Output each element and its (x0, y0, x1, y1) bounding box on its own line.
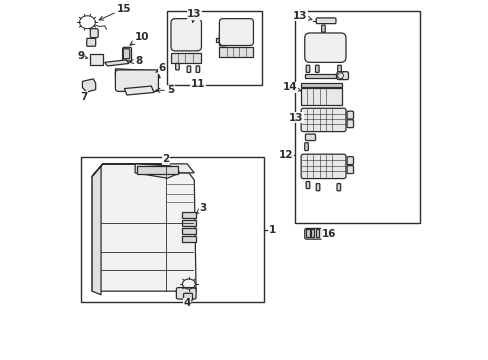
FancyBboxPatch shape (301, 154, 346, 179)
FancyBboxPatch shape (187, 66, 190, 72)
Polygon shape (124, 86, 154, 95)
FancyBboxPatch shape (315, 65, 319, 72)
FancyBboxPatch shape (196, 66, 199, 72)
Bar (182, 236, 196, 242)
FancyBboxPatch shape (305, 134, 315, 140)
FancyBboxPatch shape (90, 29, 98, 38)
Bar (182, 220, 196, 226)
Bar (182, 228, 196, 234)
FancyBboxPatch shape (321, 25, 325, 32)
FancyBboxPatch shape (219, 19, 253, 45)
Text: 9: 9 (78, 51, 88, 61)
Text: 13: 13 (292, 11, 311, 21)
Text: 16: 16 (321, 229, 335, 239)
Bar (171, 53, 201, 63)
Bar (301, 88, 342, 105)
Text: 5: 5 (156, 85, 174, 95)
FancyBboxPatch shape (304, 143, 308, 150)
Text: 8: 8 (129, 56, 142, 66)
FancyBboxPatch shape (175, 63, 179, 70)
FancyBboxPatch shape (346, 157, 353, 165)
FancyBboxPatch shape (219, 40, 226, 46)
Text: 6: 6 (155, 63, 165, 73)
Text: 4: 4 (183, 298, 190, 309)
Text: 1: 1 (268, 225, 276, 235)
Bar (137, 166, 178, 174)
Polygon shape (135, 164, 180, 178)
Bar (304, 74, 336, 78)
FancyBboxPatch shape (304, 228, 321, 239)
FancyBboxPatch shape (122, 47, 131, 61)
Polygon shape (115, 69, 160, 78)
Bar (315, 229, 319, 237)
Bar (310, 229, 314, 237)
FancyBboxPatch shape (304, 33, 346, 62)
Polygon shape (92, 166, 101, 295)
FancyBboxPatch shape (123, 49, 129, 59)
Bar (167, 12, 262, 85)
FancyBboxPatch shape (346, 166, 353, 174)
Text: 3: 3 (196, 203, 206, 213)
FancyBboxPatch shape (301, 108, 346, 132)
FancyBboxPatch shape (219, 34, 226, 40)
FancyBboxPatch shape (336, 184, 340, 191)
FancyBboxPatch shape (183, 293, 192, 301)
FancyBboxPatch shape (346, 111, 353, 119)
Text: 12: 12 (278, 150, 292, 160)
Text: 13: 13 (288, 113, 303, 123)
FancyBboxPatch shape (86, 39, 96, 46)
Text: 7: 7 (80, 92, 87, 102)
FancyBboxPatch shape (341, 72, 348, 80)
FancyBboxPatch shape (337, 65, 341, 72)
FancyBboxPatch shape (316, 18, 335, 24)
Polygon shape (82, 79, 96, 92)
Text: 13: 13 (187, 9, 201, 23)
Bar (219, 46, 253, 57)
Text: 15: 15 (99, 4, 131, 20)
Circle shape (337, 73, 343, 78)
Text: 14: 14 (283, 82, 301, 93)
FancyBboxPatch shape (171, 19, 201, 51)
Polygon shape (92, 164, 196, 291)
Text: 2: 2 (162, 154, 169, 165)
FancyBboxPatch shape (316, 184, 319, 191)
Bar (89, 54, 103, 64)
Polygon shape (92, 164, 194, 176)
Bar (301, 83, 342, 87)
FancyBboxPatch shape (176, 288, 196, 299)
FancyBboxPatch shape (346, 120, 353, 128)
Bar (215, 39, 235, 42)
Text: 11: 11 (190, 79, 204, 89)
Bar (294, 12, 419, 223)
Polygon shape (104, 60, 129, 66)
Bar (305, 229, 309, 237)
FancyBboxPatch shape (115, 70, 158, 91)
FancyBboxPatch shape (305, 181, 309, 189)
Text: 10: 10 (130, 32, 149, 45)
Bar (81, 157, 264, 302)
FancyBboxPatch shape (305, 65, 309, 72)
FancyBboxPatch shape (336, 72, 343, 80)
Bar (182, 212, 196, 218)
